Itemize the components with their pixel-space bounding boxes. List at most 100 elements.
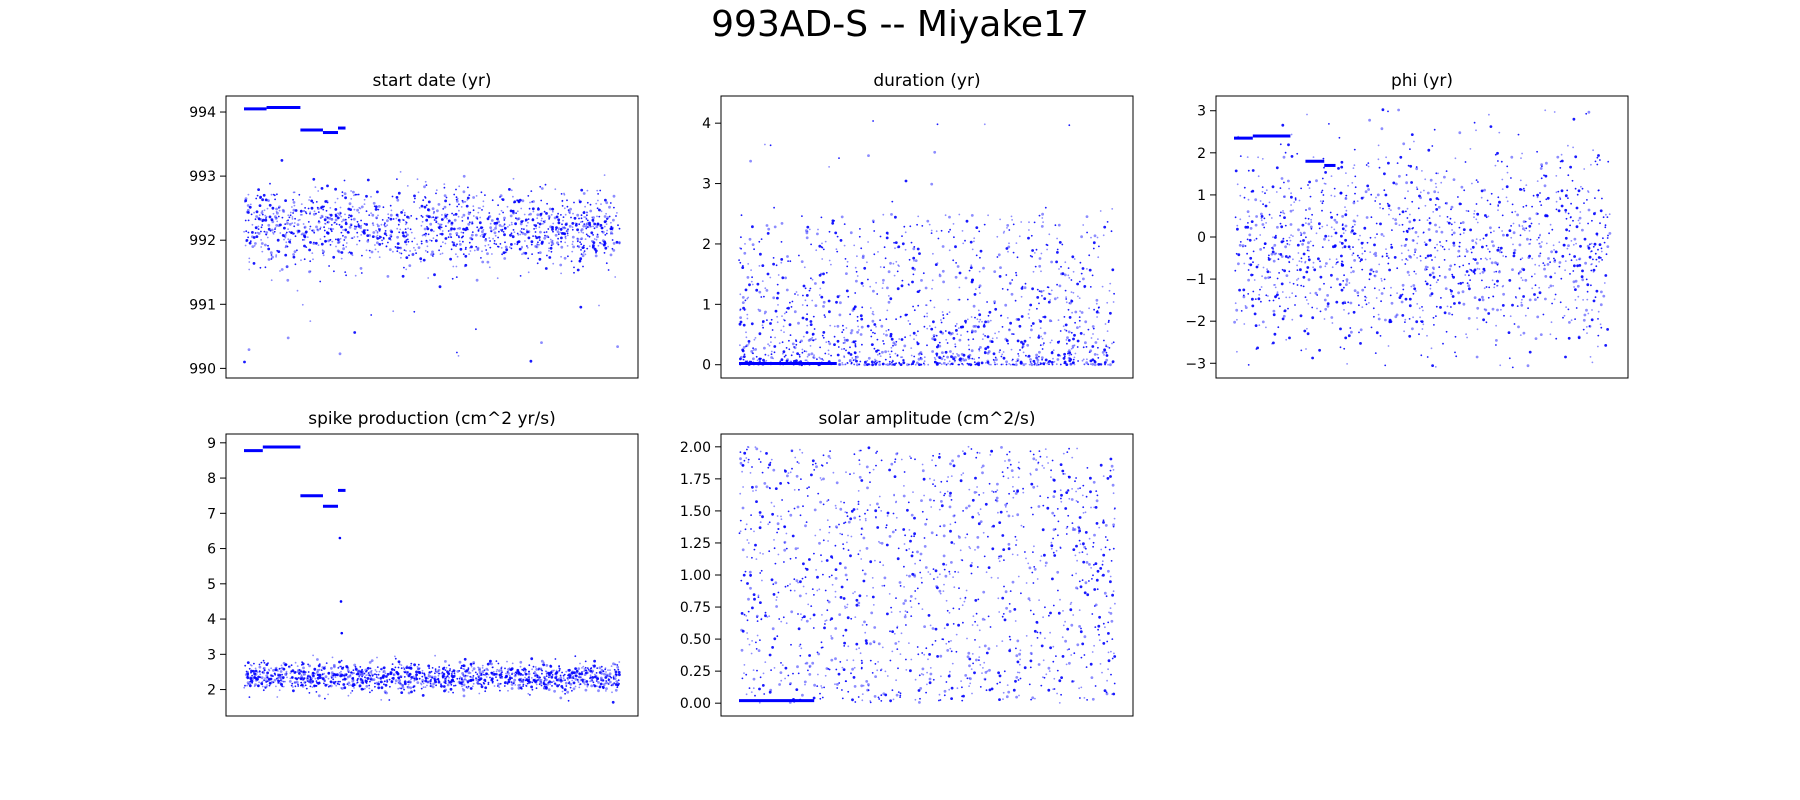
data-point <box>1554 111 1556 113</box>
data-point <box>1597 335 1599 337</box>
data-point <box>519 661 522 664</box>
data-point <box>598 245 600 247</box>
data-point <box>1000 315 1002 317</box>
data-point <box>1540 333 1543 336</box>
data-point <box>438 669 441 672</box>
data-point <box>975 226 978 229</box>
data-point <box>1533 195 1535 197</box>
data-point <box>301 234 303 236</box>
data-point <box>977 318 979 320</box>
data-point <box>1267 276 1270 279</box>
data-point <box>348 217 350 219</box>
data-point <box>963 360 965 362</box>
data-point <box>1586 326 1588 328</box>
data-point <box>1070 354 1072 356</box>
data-point <box>995 358 998 361</box>
data-point <box>399 252 401 254</box>
data-point <box>814 328 816 330</box>
data-point <box>297 684 299 686</box>
data-point <box>802 352 804 354</box>
data-point <box>593 223 596 226</box>
data-point <box>1357 295 1359 297</box>
data-point <box>495 222 498 225</box>
data-point <box>332 657 334 659</box>
data-point <box>349 226 352 229</box>
data-point <box>855 343 857 345</box>
data-point <box>1241 310 1243 312</box>
data-point <box>359 226 362 229</box>
data-point <box>1591 243 1593 245</box>
data-point <box>1097 256 1099 258</box>
data-point <box>608 206 611 209</box>
data-point <box>1561 255 1564 258</box>
data-point <box>294 250 297 253</box>
data-point <box>1290 204 1292 206</box>
data-point <box>458 355 460 357</box>
data-point <box>592 244 595 247</box>
data-point <box>758 309 760 311</box>
data-point <box>476 195 478 197</box>
data-point <box>326 662 328 664</box>
data-point <box>996 236 998 238</box>
data-point <box>824 316 826 318</box>
data-point <box>492 199 494 201</box>
data-point <box>1330 287 1332 289</box>
data-point <box>1011 293 1014 296</box>
data-point <box>1353 259 1356 262</box>
data-point <box>1365 259 1367 261</box>
data-point <box>1055 261 1058 264</box>
data-point <box>309 241 312 244</box>
data-point <box>1556 191 1558 193</box>
data-point <box>1341 161 1344 164</box>
data-point <box>777 292 780 295</box>
data-point <box>339 224 341 226</box>
data-point <box>539 231 542 234</box>
data-point <box>396 246 399 249</box>
data-point <box>866 261 868 263</box>
data-point <box>1587 223 1589 225</box>
data-point <box>822 273 825 276</box>
data-point <box>342 191 344 193</box>
data-point <box>772 263 775 266</box>
data-point <box>911 364 913 366</box>
data-point <box>521 253 523 255</box>
data-point <box>1474 122 1476 124</box>
data-point <box>1416 243 1418 245</box>
data-point <box>1103 234 1105 236</box>
data-point <box>943 362 946 365</box>
data-point <box>1345 172 1347 174</box>
data-point <box>1390 287 1392 289</box>
data-point <box>1401 259 1403 261</box>
data-point <box>530 360 533 363</box>
data-point <box>444 206 447 209</box>
duration-yr-plot-frame <box>721 96 1133 378</box>
data-point <box>1091 363 1094 366</box>
data-point <box>292 212 294 214</box>
data-point <box>1494 283 1496 285</box>
data-point <box>1266 189 1268 191</box>
data-point <box>1068 357 1071 360</box>
data-point <box>1109 347 1111 349</box>
data-point <box>1249 257 1252 260</box>
data-point <box>1596 164 1598 166</box>
data-point <box>1487 312 1490 315</box>
data-point <box>982 267 985 270</box>
data-point <box>1030 361 1032 363</box>
data-point <box>486 676 488 678</box>
data-point <box>974 317 976 319</box>
data-point <box>1267 270 1270 273</box>
data-point <box>1300 314 1303 317</box>
data-point <box>1046 249 1048 251</box>
data-point <box>1107 346 1109 348</box>
data-point <box>1569 166 1572 169</box>
data-point <box>1345 230 1347 232</box>
data-point <box>594 238 596 240</box>
data-point <box>546 203 548 205</box>
data-point <box>269 216 272 219</box>
data-point <box>1471 183 1473 185</box>
data-point <box>1565 306 1567 308</box>
data-point <box>1079 310 1081 312</box>
data-point <box>527 683 529 685</box>
data-point <box>435 668 437 670</box>
data-point <box>1334 244 1337 247</box>
